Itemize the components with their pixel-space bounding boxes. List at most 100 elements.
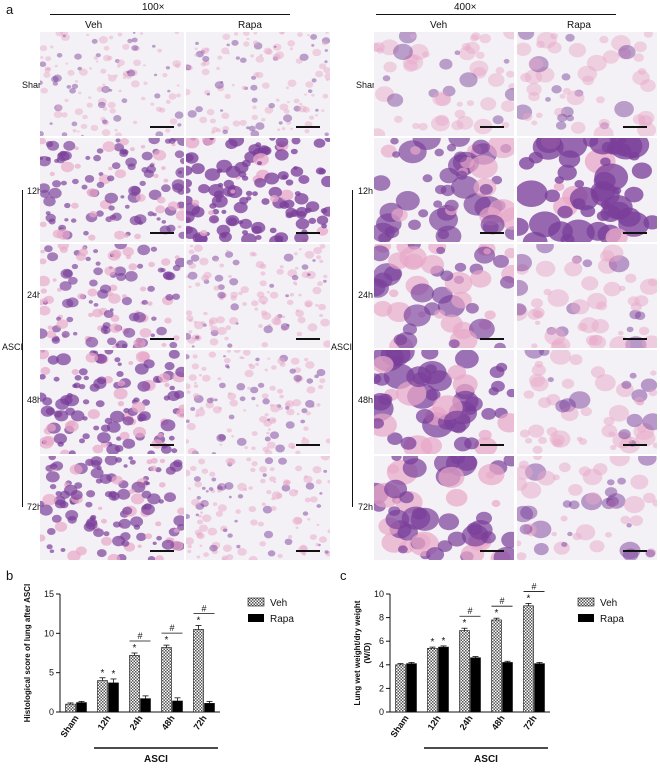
significance-hash: # bbox=[531, 581, 536, 591]
bar-rapa bbox=[502, 662, 513, 713]
panel-b-letter: b bbox=[6, 568, 14, 583]
bar-veh bbox=[129, 655, 140, 713]
micrograph-100x-rapa-72h bbox=[186, 456, 330, 560]
panel-c-letter: c bbox=[340, 568, 347, 583]
scale-bar bbox=[296, 338, 320, 340]
row-label-sham-right: Sham bbox=[356, 80, 380, 90]
significance-star-veh: * bbox=[495, 608, 499, 619]
bar-rapa bbox=[140, 698, 151, 713]
bar-veh bbox=[97, 680, 108, 713]
micrograph-400x-rapa-12h bbox=[517, 138, 657, 242]
y-axis-label: Lung wet weight/dry weight bbox=[353, 600, 362, 705]
y-tick-label: 2 bbox=[379, 683, 384, 693]
micrograph-100x-rapa-48h bbox=[186, 350, 330, 454]
legend-label-veh: Veh bbox=[270, 598, 287, 609]
category-label: 24h bbox=[128, 713, 145, 731]
category-label: 12h bbox=[426, 713, 443, 731]
significance-star-veh: * bbox=[165, 635, 169, 646]
micrograph-100x-veh-24h bbox=[40, 244, 184, 348]
col-rapa-right: Rapa bbox=[567, 20, 591, 31]
bar-rapa bbox=[172, 700, 183, 713]
significance-star-veh: * bbox=[463, 618, 467, 629]
significance-star-veh: * bbox=[133, 643, 137, 654]
scale-bar bbox=[623, 126, 647, 128]
chart-c: 0 2 4 6 8 10 Lung wet weight/dry weight (W/D) Sh… bbox=[353, 581, 624, 765]
significance-hash: # bbox=[169, 623, 174, 633]
bar-rapa bbox=[534, 663, 545, 713]
scale-bar bbox=[480, 232, 504, 234]
category-label: Sham bbox=[58, 713, 80, 739]
bar-veh bbox=[523, 605, 534, 713]
row-label-12h-left: 12h bbox=[27, 186, 43, 196]
y-axis-label: Histological score of lung after ASCI bbox=[23, 584, 32, 722]
bar-rapa bbox=[470, 657, 481, 713]
bar-rapa bbox=[76, 702, 87, 713]
y-tick-label: 15 bbox=[44, 589, 54, 599]
micrograph-400x-rapa-24h bbox=[517, 244, 657, 348]
row-label-sham-left: Sham bbox=[22, 80, 46, 90]
micrograph-100x-rapa-12h bbox=[186, 138, 330, 242]
legend-swatch-rapa bbox=[578, 614, 594, 622]
bar-veh bbox=[459, 630, 470, 713]
x-axis-label: ASCI bbox=[144, 754, 168, 765]
significance-hash: # bbox=[137, 631, 142, 641]
significance-star-rapa: * bbox=[112, 669, 116, 680]
scale-bar bbox=[623, 550, 647, 552]
row-label-48h-left: 48h bbox=[27, 395, 43, 405]
panel-a-letter: a bbox=[6, 2, 14, 17]
row-label-24h-left: 24h bbox=[27, 290, 43, 300]
micrograph-100x-rapa-sham bbox=[186, 32, 330, 136]
y-tick-label: 5 bbox=[49, 668, 54, 678]
micrograph-100x-veh-72h bbox=[40, 456, 184, 560]
significance-star-veh: * bbox=[197, 615, 201, 626]
micrograph-400x-veh-72h bbox=[374, 456, 514, 560]
category-label: 72h bbox=[522, 713, 539, 731]
chart-b: 0 5 10 15 Histological score of lung after A… bbox=[23, 584, 294, 765]
mag-100x-rule bbox=[50, 14, 290, 15]
scale-bar bbox=[150, 338, 174, 340]
legend-swatch-veh bbox=[577, 597, 595, 607]
group-bracket-left bbox=[22, 190, 23, 507]
category-label: 48h bbox=[160, 713, 177, 731]
col-rapa-left: Rapa bbox=[238, 20, 262, 31]
bar-veh bbox=[395, 664, 406, 713]
scale-bar bbox=[296, 232, 320, 234]
micrograph-400x-rapa-48h bbox=[517, 350, 657, 454]
bar-rapa bbox=[204, 703, 215, 713]
row-label-72h-right: 72h bbox=[358, 502, 374, 512]
legend-swatch-veh bbox=[247, 597, 265, 607]
significance-star-veh: * bbox=[101, 668, 105, 679]
row-label-72h-left: 72h bbox=[27, 502, 43, 512]
scale-bar bbox=[150, 126, 174, 128]
row-label-12h-right: 12h bbox=[358, 186, 374, 196]
scale-bar bbox=[623, 444, 647, 446]
micrograph-100x-veh-sham bbox=[40, 32, 184, 136]
bar-rapa bbox=[406, 663, 417, 713]
col-veh-right: Veh bbox=[430, 20, 448, 31]
legend-label-veh: Veh bbox=[600, 598, 617, 609]
x-axis-label: ASCI bbox=[474, 754, 498, 765]
significance-star-rapa: * bbox=[442, 636, 446, 647]
scale-bar bbox=[480, 550, 504, 552]
y-tick-label: 10 bbox=[44, 628, 54, 638]
scale-bar bbox=[480, 444, 504, 446]
category-label: 48h bbox=[490, 713, 507, 731]
y-tick-label: 8 bbox=[379, 613, 384, 623]
category-label: 12h bbox=[96, 713, 113, 731]
bar-veh bbox=[193, 629, 204, 713]
group-bracket-right bbox=[352, 190, 353, 507]
bar-veh bbox=[427, 647, 438, 713]
micrograph-400x-veh-sham bbox=[374, 32, 514, 136]
bar-rapa bbox=[108, 682, 119, 713]
mag-100x-label: 100× bbox=[142, 2, 165, 13]
micrograph-100x-rapa-24h bbox=[186, 244, 330, 348]
scale-bar bbox=[150, 232, 174, 234]
legend-label-rapa: Rapa bbox=[270, 614, 294, 625]
scale-bar bbox=[150, 444, 174, 446]
significance-hash: # bbox=[467, 606, 472, 616]
micrograph-400x-veh-48h bbox=[374, 350, 514, 454]
category-label: Sham bbox=[388, 713, 410, 739]
scale-bar bbox=[623, 338, 647, 340]
legend-swatch-rapa bbox=[248, 614, 264, 622]
col-veh-left: Veh bbox=[85, 20, 103, 31]
